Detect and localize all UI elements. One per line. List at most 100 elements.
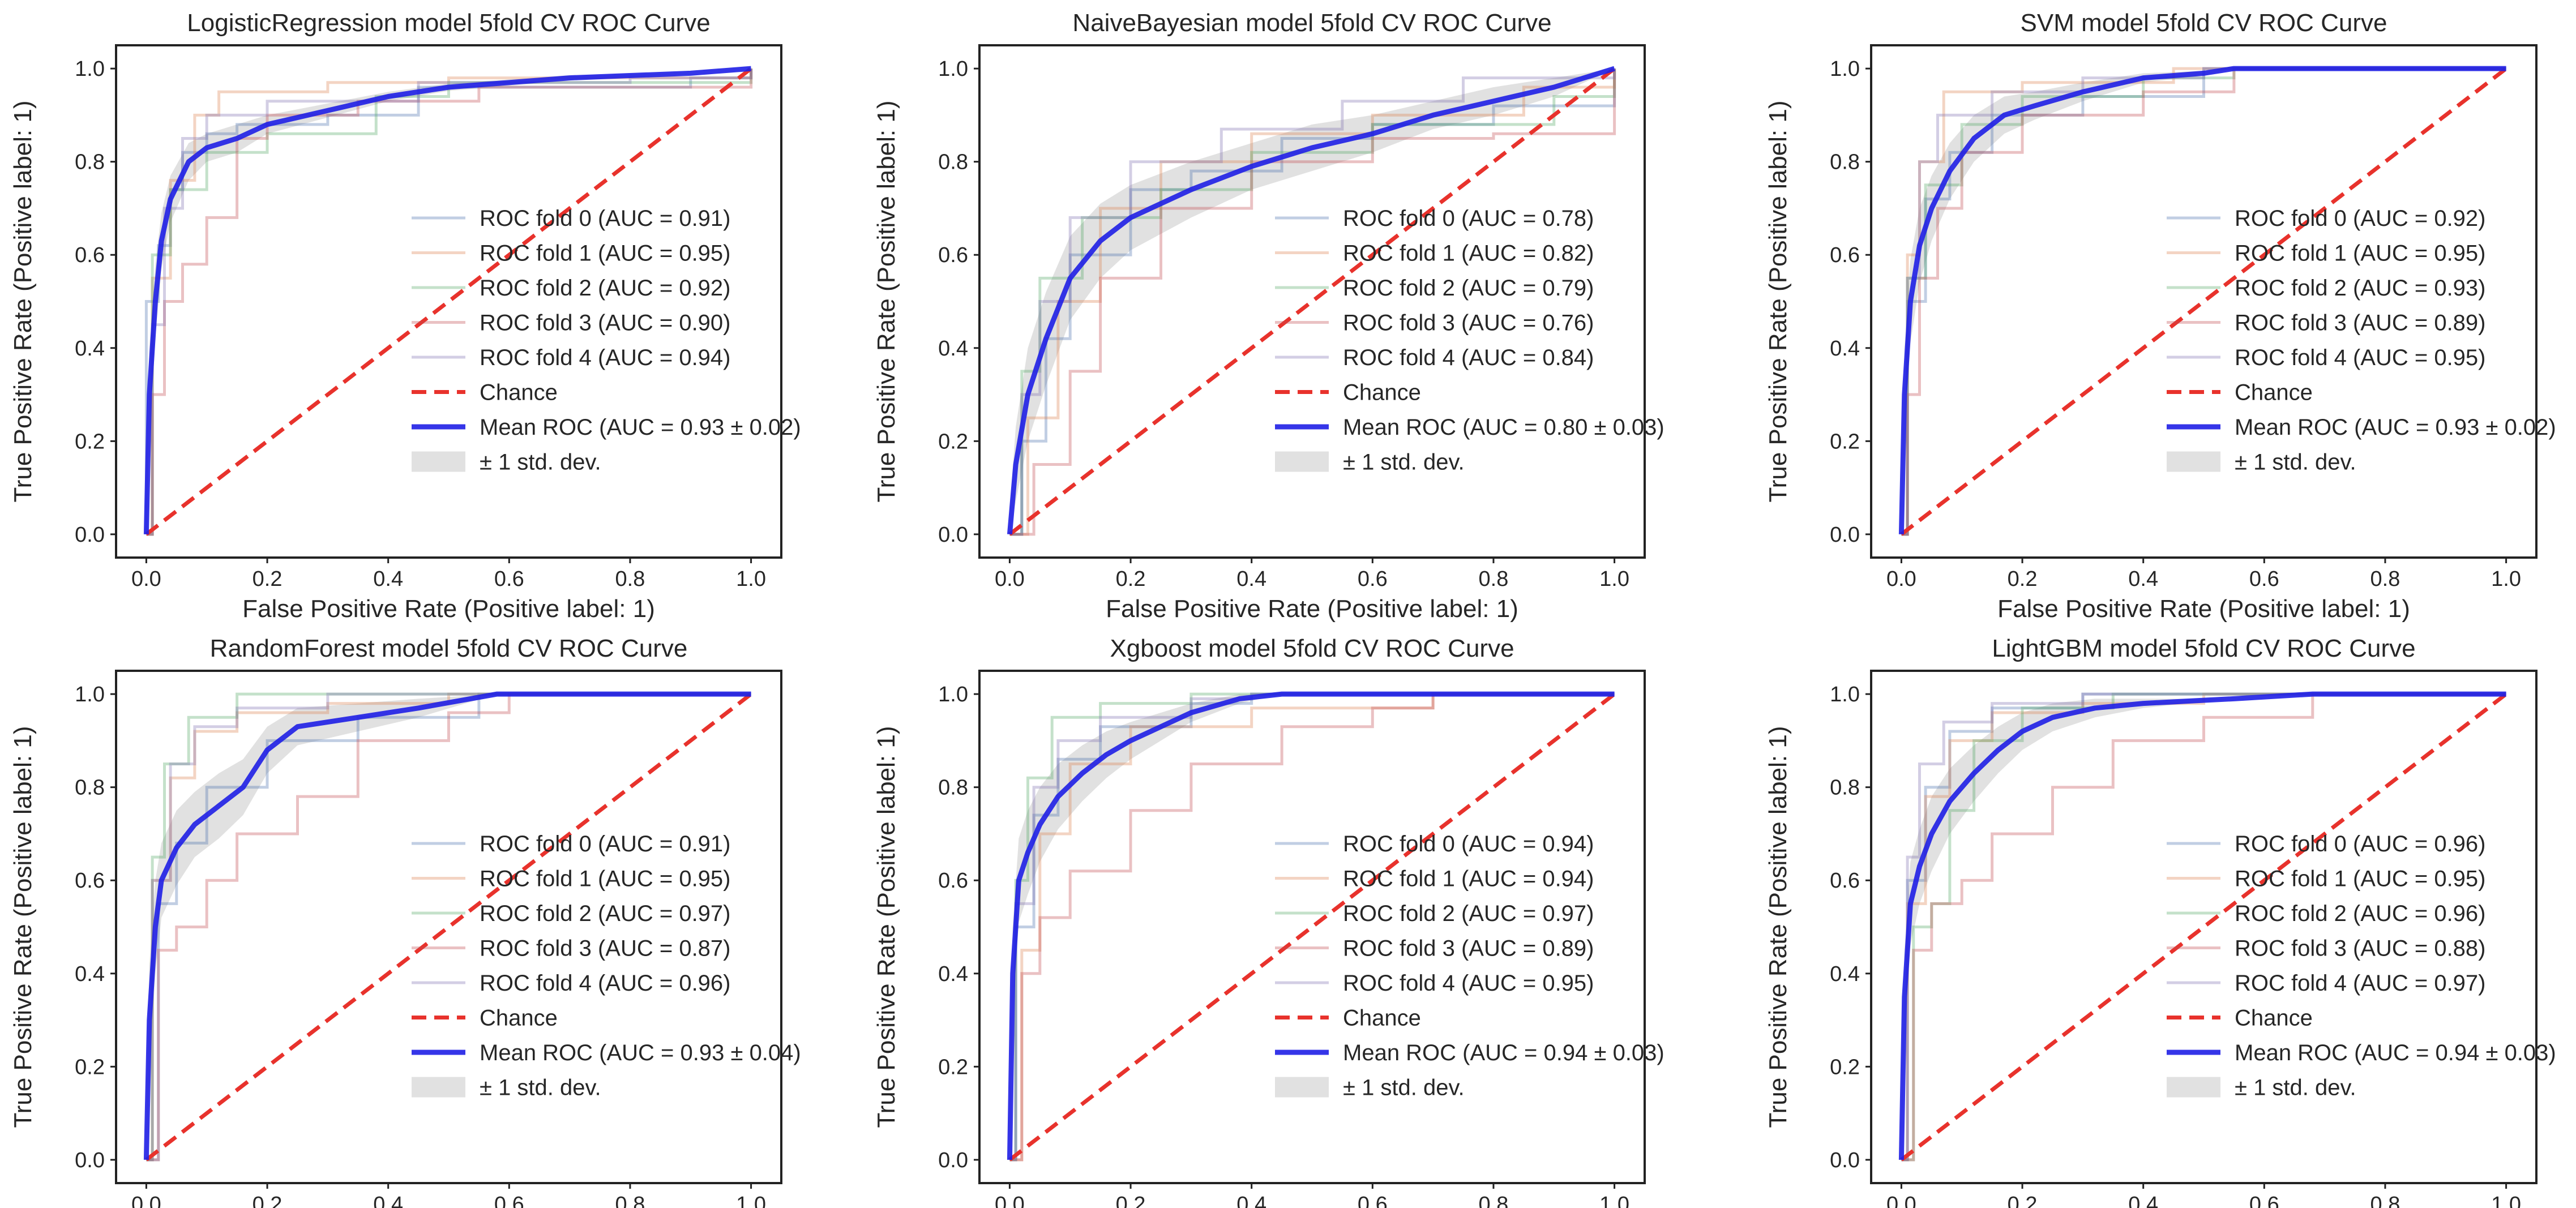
y-tick-label: 0.8 — [75, 151, 105, 174]
legend-entry: Mean ROC (AUC = 0.94 ± 0.03) — [2235, 1040, 2556, 1065]
x-tick-label: 0.2 — [2008, 567, 2038, 591]
y-tick-label: 0.0 — [1830, 1149, 1860, 1172]
fold-4-curve — [146, 68, 753, 536]
legend-entry: ROC fold 1 (AUC = 0.82) — [1343, 241, 1594, 266]
y-axis-label: True Positive Rate (Positive label: 1) — [1764, 726, 1792, 1128]
legend-entry: Chance — [480, 380, 558, 405]
fold-3-curve — [1901, 67, 2506, 536]
axes-frame — [115, 44, 782, 559]
roc-panel-4: 0.0 0.2 0.4 0.6 0.8 1.0 0.0 0.2 0.4 0.6 0.8 1.0 Xgbo… — [872, 635, 1664, 1208]
legend-band-handle — [1275, 451, 1329, 472]
legend-entry: Chance — [1343, 380, 1421, 405]
x-tick-label: 0.0 — [1886, 1193, 1916, 1208]
legend-entry: ROC fold 2 (AUC = 0.92) — [480, 276, 731, 301]
fold-3-curve — [146, 692, 751, 1162]
x-tick-label: 0.6 — [2249, 567, 2279, 591]
y-tick-label: 0.8 — [1830, 151, 1860, 174]
x-tick-label: 0.2 — [1116, 567, 1146, 591]
legend-entry: ROC fold 4 (AUC = 0.96) — [480, 971, 731, 996]
legend-entry: ROC fold 4 (AUC = 0.95) — [2235, 345, 2486, 370]
chance-line — [145, 692, 752, 1162]
y-tick-label: 0.0 — [1830, 523, 1860, 547]
legend-entry: ROC fold 3 (AUC = 0.76) — [1343, 311, 1594, 336]
x-tick-label: 0.0 — [995, 1193, 1025, 1208]
x-tick-label: 0.0 — [131, 1193, 161, 1208]
mean-roc-curve — [143, 691, 751, 1160]
y-tick-label: 0.6 — [75, 869, 105, 893]
y-tick-label: 0.2 — [938, 1055, 968, 1079]
x-tick-label: 0.4 — [1236, 1193, 1266, 1208]
x-tick-label: 1.0 — [736, 567, 766, 591]
x-tick-label: 0.6 — [494, 567, 524, 591]
legend-entry: ROC fold 1 (AUC = 0.94) — [1343, 867, 1594, 892]
y-axis-label: True Positive Rate (Positive label: 1) — [9, 101, 37, 503]
x-tick-label: 0.4 — [2128, 567, 2158, 591]
x-axis-label: False Positive Rate (Positive label: 1) — [1997, 595, 2410, 623]
legend-entry: ± 1 std. dev. — [1343, 450, 1465, 475]
y-axis-label: True Positive Rate (Positive label: 1) — [1764, 101, 1792, 503]
axes-frame — [1870, 670, 2538, 1184]
legend-entry: ROC fold 2 (AUC = 0.79) — [1343, 276, 1594, 301]
legend-entry: ± 1 std. dev. — [2235, 450, 2356, 475]
chart-title: NaiveBayesian model 5fold CV ROC Curve — [1072, 9, 1551, 37]
legend-entry: Chance — [2235, 380, 2313, 405]
y-tick-label: 0.8 — [938, 776, 968, 800]
x-tick-label: 0.6 — [1358, 1193, 1388, 1208]
y-tick-label: 0.6 — [1830, 243, 1860, 267]
y-tick-label: 1.0 — [75, 57, 105, 81]
y-tick-label: 0.6 — [1830, 869, 1860, 893]
fold-1-curve — [146, 692, 751, 1162]
legend-entry: Chance — [2235, 1006, 2313, 1031]
y-tick-label: 0.4 — [75, 962, 105, 986]
chance-line — [1008, 692, 1616, 1162]
mean-roc-curve — [1007, 66, 1615, 535]
x-tick-label: 0.8 — [1479, 567, 1509, 591]
fold-1-curve — [1009, 68, 1616, 536]
axes-frame — [115, 670, 782, 1184]
x-tick-label: 0.8 — [2370, 1193, 2400, 1208]
mean-roc-curve — [1898, 691, 2506, 1160]
y-axis-label: True Positive Rate (Positive label: 1) — [9, 726, 37, 1128]
y-tick-label: 0.4 — [75, 337, 105, 361]
y-tick-label: 0.6 — [938, 243, 968, 267]
fold-4-curve — [1901, 67, 2506, 536]
legend-entry: ROC fold 1 (AUC = 0.95) — [480, 241, 731, 266]
y-tick-label: 1.0 — [75, 683, 105, 706]
legend-band-handle — [412, 451, 465, 472]
legend-entry: Mean ROC (AUC = 0.80 ± 0.03) — [1343, 415, 1664, 440]
legend-entry: Chance — [1343, 1006, 1421, 1031]
y-tick-label: 0.0 — [75, 1149, 105, 1172]
y-tick-label: 1.0 — [1830, 683, 1860, 706]
y-tick-label: 0.2 — [75, 430, 105, 453]
y-tick-label: 0.2 — [1830, 430, 1860, 453]
y-tick-label: 0.4 — [1830, 337, 1860, 361]
axes-frame — [978, 44, 1646, 559]
fold-3-curve — [1009, 68, 1616, 536]
legend-entry: Mean ROC (AUC = 0.93 ± 0.02) — [480, 415, 801, 440]
chance-line — [1900, 692, 2507, 1162]
chart-title: LogisticRegression model 5fold CV ROC Cu… — [187, 9, 710, 37]
roc-panel-1: 0.0 0.2 0.4 0.6 0.8 1.0 0.0 0.2 0.4 0.6 0.8 1.0 Naiv… — [872, 9, 1664, 623]
chance-line — [1900, 67, 2507, 536]
x-tick-label: 0.0 — [995, 567, 1025, 591]
plot-area — [1007, 691, 1616, 1162]
y-tick-label: 0.4 — [938, 337, 968, 361]
x-tick-label: 0.0 — [1886, 567, 1916, 591]
legend-entry: Mean ROC (AUC = 0.93 ± 0.02) — [2235, 415, 2556, 440]
y-tick-label: 0.6 — [75, 243, 105, 267]
legend-entry: ROC fold 2 (AUC = 0.97) — [1343, 901, 1594, 926]
y-tick-label: 0.0 — [938, 1149, 968, 1172]
y-axis-label: True Positive Rate (Positive label: 1) — [872, 101, 900, 503]
x-tick-label: 0.2 — [2008, 1193, 2038, 1208]
y-tick-label: 0.4 — [1830, 962, 1860, 986]
plot-area — [1898, 691, 2507, 1162]
y-tick-label: 0.0 — [75, 523, 105, 547]
roc-panel-2: 0.0 0.2 0.4 0.6 0.8 1.0 0.0 0.2 0.4 0.6 0.8 1.0 SVM … — [1764, 9, 2556, 623]
legend-entry: ROC fold 0 (AUC = 0.91) — [480, 206, 731, 231]
chart-title: Xgboost model 5fold CV ROC Curve — [1110, 635, 1514, 662]
legend-entry: ROC fold 0 (AUC = 0.78) — [1343, 206, 1594, 231]
axes-frame — [1870, 44, 2538, 559]
x-tick-label: 0.8 — [1479, 1193, 1509, 1208]
fold-4-curve — [1901, 692, 2506, 1162]
